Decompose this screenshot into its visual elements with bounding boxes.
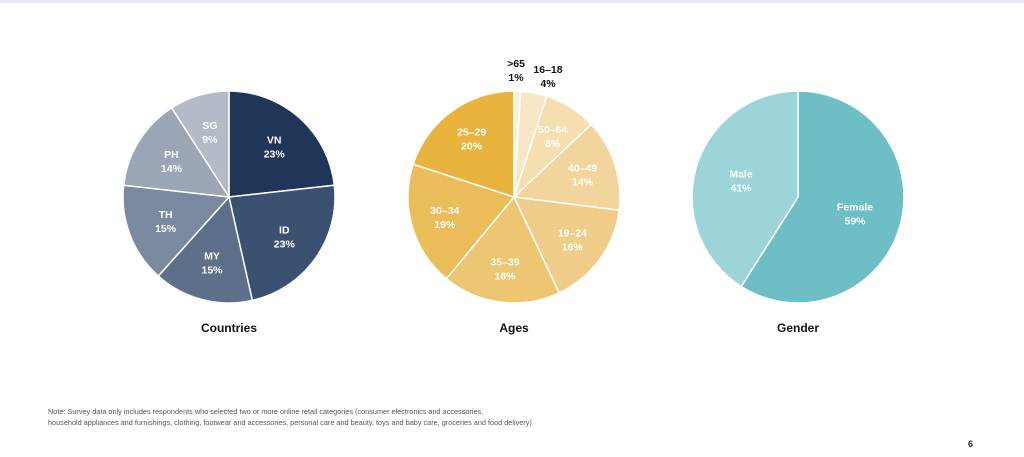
slice-label-my: MY xyxy=(204,251,220,263)
slice-value-16-18: 4% xyxy=(540,78,556,90)
pie-slice-sg xyxy=(170,90,230,200)
pie-slice-id xyxy=(228,184,336,302)
slice-value-my: 15% xyxy=(201,265,223,277)
slice-value-id: 23% xyxy=(274,238,296,250)
pie-slice-40-49 xyxy=(512,123,621,212)
top-accent-bar xyxy=(0,0,1024,3)
chart-title-ages: Ages xyxy=(499,321,529,335)
slice-value-female: 59% xyxy=(844,216,866,228)
pie-slice-25-29 xyxy=(412,90,515,199)
pie-slice-female xyxy=(740,90,905,304)
pie-slice-35-39 xyxy=(445,195,561,304)
slice-value-ph: 14% xyxy=(161,163,183,175)
slice-value-65: 1% xyxy=(508,72,524,84)
slice-value-35-39: 18% xyxy=(494,271,516,283)
pie-slice-male xyxy=(691,90,799,288)
slice-label-25-29: 25–29 xyxy=(457,127,486,139)
chart-title-countries: Countries xyxy=(201,321,257,335)
slice-label-19-24: 19–24 xyxy=(558,227,587,239)
slice-value-male: 41% xyxy=(730,182,752,194)
slice-value-50-64: 8% xyxy=(545,138,561,150)
slice-value-30-34: 19% xyxy=(434,219,456,231)
slice-label-16-18: 16–18 xyxy=(533,64,562,76)
slice-label-50-64: 50–64 xyxy=(538,124,567,136)
pie-chart-gender: Female 59% Male 41% Gender xyxy=(691,90,905,335)
pie-slice-ph xyxy=(122,106,231,198)
slice-value-25-29: 20% xyxy=(461,141,483,153)
slice-value-vn: 23% xyxy=(264,148,286,160)
pie-slice-vn xyxy=(228,90,336,198)
pie-chart-countries: VN 23% ID 23% MY 15% TH 15% PH 14% SG 9% Countries xyxy=(122,90,336,335)
slice-label-id: ID xyxy=(279,224,290,236)
footnote: Note: Survey data only includes responde… xyxy=(48,406,648,428)
pie-chart-ages: >65 1% 16–18 4% 50–64 8% 40–49 14% 19–24 16% 35–39… xyxy=(407,58,621,335)
slice-label-female: Female xyxy=(837,202,873,214)
footnote-line-2: household appliances and furnishings, cl… xyxy=(48,418,532,427)
pie-slice-th xyxy=(122,184,231,278)
slice-label-35-39: 35–39 xyxy=(490,257,519,269)
slice-label-ph: PH xyxy=(164,149,179,161)
slice-label-male: Male xyxy=(729,168,753,180)
slice-label-30-34: 30–34 xyxy=(430,205,459,217)
slice-value-19-24: 16% xyxy=(562,241,584,253)
slice-value-40-49: 14% xyxy=(572,177,594,189)
slice-label-65: >65 xyxy=(507,58,525,70)
slice-label-sg: SG xyxy=(202,120,217,132)
page-number: 6 xyxy=(968,439,974,449)
pie-slice-19-24 xyxy=(512,196,620,294)
chart-title-gender: Gender xyxy=(777,321,819,335)
slice-value-th: 15% xyxy=(155,223,177,235)
pie-slice-my xyxy=(157,195,254,304)
slice-label-th: TH xyxy=(159,209,173,221)
slice-label-40-49: 40–49 xyxy=(568,163,597,175)
slice-value-sg: 9% xyxy=(202,134,218,146)
footnote-line-1: Note: Survey data only includes responde… xyxy=(48,407,484,416)
pie-slice-30-34 xyxy=(407,163,516,280)
slice-label-vn: VN xyxy=(267,134,282,146)
